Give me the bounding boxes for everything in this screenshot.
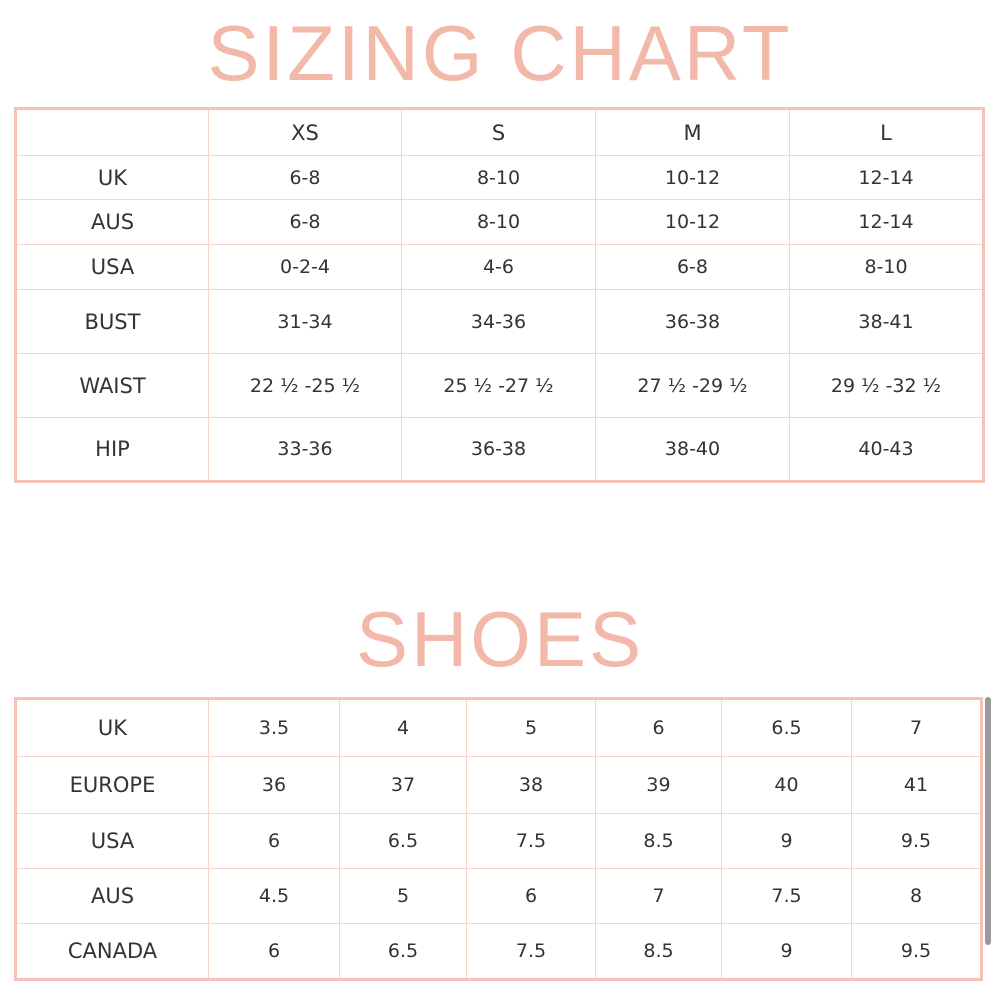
table-cell: 5 (339, 868, 467, 924)
table-cell: 40-43 (789, 417, 984, 482)
row-label: USA (15, 813, 209, 869)
table-cell: 8-10 (789, 244, 984, 290)
table-cell: 34-36 (401, 289, 596, 354)
table-cell: 38 (466, 756, 596, 814)
table-cell: 6 (208, 813, 340, 869)
table-row: HIP 33-36 36-38 38-40 40-43 (15, 417, 984, 482)
table-cell: 9 (721, 923, 852, 980)
table-cell: 40 (721, 756, 852, 814)
row-label: UK (15, 155, 209, 200)
table-cell: 8.5 (595, 813, 722, 869)
table-cell: 12-14 (789, 155, 984, 200)
table-cell: 37 (339, 756, 467, 814)
table-cell: 41 (851, 756, 982, 814)
table-cell: 7 (595, 868, 722, 924)
row-label: EUROPE (15, 756, 209, 814)
row-label: HIP (15, 417, 209, 482)
table-cell: 6.5 (339, 813, 467, 869)
column-header (15, 108, 209, 156)
table-cell: 8.5 (595, 923, 722, 980)
table-cell: 6-8 (595, 244, 790, 290)
table-cell: 9.5 (851, 923, 982, 980)
table-cell: 0-2-4 (208, 244, 402, 290)
table-cell: 6 (208, 923, 340, 980)
table-cell: 12-14 (789, 199, 984, 245)
table-row: AUS 4.5 5 6 7 7.5 8 (15, 868, 982, 924)
table-row: UK 6-8 8-10 10-12 12-14 (15, 155, 984, 200)
row-label: AUS (15, 199, 209, 245)
column-header: L (789, 108, 984, 156)
table-row: UK 3.5 4 5 6 6.5 7 (15, 698, 982, 757)
table-cell: 3.5 (208, 698, 340, 757)
table-cell: 27 ½ -29 ½ (595, 353, 790, 418)
column-header: M (595, 108, 790, 156)
table-cell: 33-36 (208, 417, 402, 482)
row-label: AUS (15, 868, 209, 924)
sizing-chart-title: SIZING CHART (207, 9, 793, 97)
column-header: XS (208, 108, 402, 156)
table-cell: 29 ½ -32 ½ (789, 353, 984, 418)
table-cell: 7.5 (721, 868, 852, 924)
table-cell: 5 (466, 698, 596, 757)
table-cell: 6.5 (721, 698, 852, 757)
table-row: AUS 6-8 8-10 10-12 12-14 (15, 199, 984, 245)
table-row: CANADA 6 6.5 7.5 8.5 9 9.5 (15, 923, 982, 980)
table-row: USA 6 6.5 7.5 8.5 9 9.5 (15, 813, 982, 869)
table-row: EUROPE 36 37 38 39 40 41 (15, 756, 982, 814)
table-row: USA 0-2-4 4-6 6-8 8-10 (15, 244, 984, 290)
table-cell: 9 (721, 813, 852, 869)
column-header: S (401, 108, 596, 156)
table-cell: 22 ½ -25 ½ (208, 353, 402, 418)
sizing-table: XS S M L UK 6-8 8-10 10-12 12-14 AUS 6-8 8-10 10-12 1… (14, 107, 985, 483)
table-cell: 7 (851, 698, 982, 757)
table-cell: 10-12 (595, 199, 790, 245)
table-cell: 8-10 (401, 199, 596, 245)
table-cell: 7.5 (466, 813, 596, 869)
shoes-table: UK 3.5 4 5 6 6.5 7 EUROPE 36 37 38 39 40 41 USA 6 6.5 7.5… (14, 697, 983, 981)
row-label: WAIST (15, 353, 209, 418)
table-cell: 38-41 (789, 289, 984, 354)
table-row: BUST 31-34 34-36 36-38 38-41 (15, 289, 984, 354)
table-cell: 36-38 (401, 417, 596, 482)
table-cell: 6 (595, 698, 722, 757)
table-cell: 8 (851, 868, 982, 924)
table-cell: 4.5 (208, 868, 340, 924)
table-cell: 8-10 (401, 155, 596, 200)
row-label: USA (15, 244, 209, 290)
table-row: WAIST 22 ½ -25 ½ 25 ½ -27 ½ 27 ½ -29 ½ 29 ½ … (15, 353, 984, 418)
table-cell: 6-8 (208, 199, 402, 245)
table-cell: 6.5 (339, 923, 467, 980)
shoes-title: SHOES (355, 595, 645, 683)
table-cell: 38-40 (595, 417, 790, 482)
table-cell: 9.5 (851, 813, 982, 869)
table-cell: 4-6 (401, 244, 596, 290)
table-cell: 39 (595, 756, 722, 814)
table-cell: 10-12 (595, 155, 790, 200)
header-row: XS S M L (15, 108, 984, 156)
table-cell: 31-34 (208, 289, 402, 354)
scrollbar[interactable] (985, 697, 991, 945)
table-cell: 25 ½ -27 ½ (401, 353, 596, 418)
row-label: UK (15, 698, 209, 757)
table-cell: 4 (339, 698, 467, 757)
row-label: CANADA (15, 923, 209, 980)
table-cell: 36 (208, 756, 340, 814)
table-cell: 6 (466, 868, 596, 924)
row-label: BUST (15, 289, 209, 354)
table-cell: 36-38 (595, 289, 790, 354)
table-cell: 7.5 (466, 923, 596, 980)
table-cell: 6-8 (208, 155, 402, 200)
